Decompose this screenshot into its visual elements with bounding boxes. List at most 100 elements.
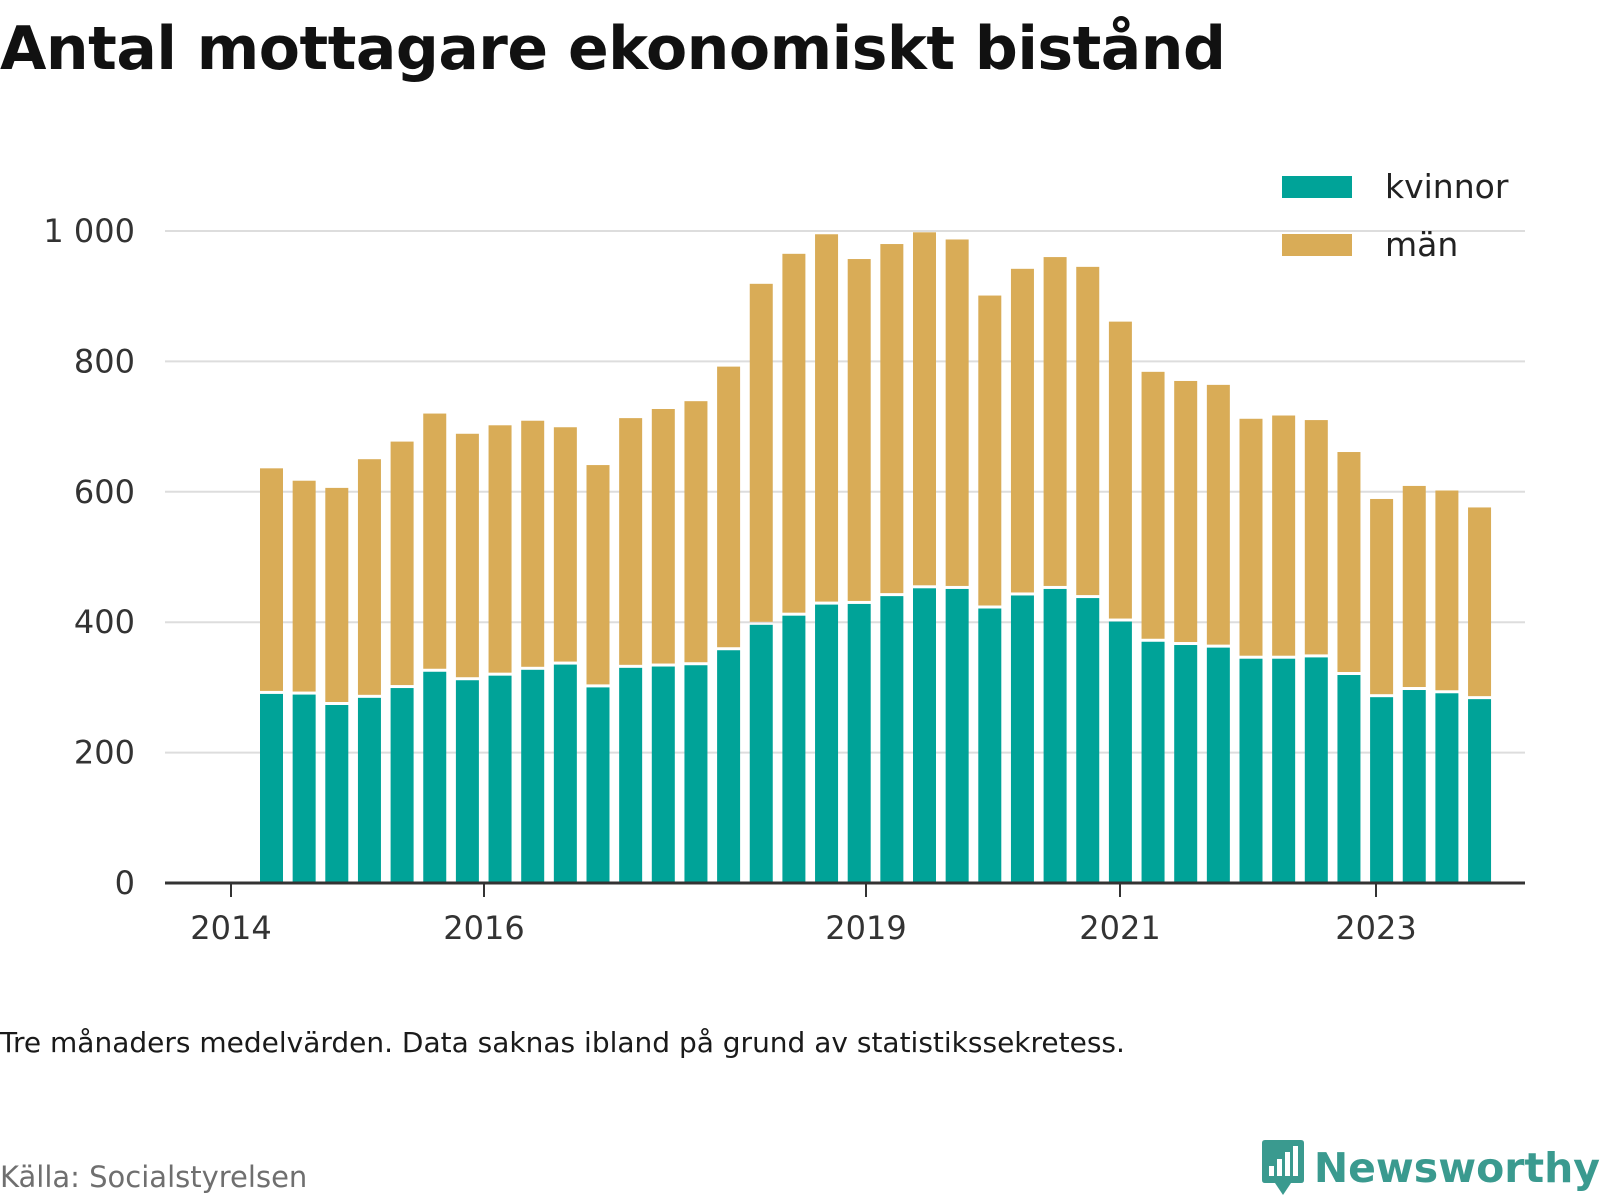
bar-man-29 [1206,384,1230,645]
bar-kvinnor-5 [423,671,447,883]
bar-kvinnor-29 [1206,647,1230,883]
bar-kvinnor-6 [455,680,479,883]
bar-man-34 [1370,498,1394,695]
bar-kvinnor-36 [1435,693,1459,883]
y-tick-label: 200 [74,734,135,772]
bar-man-24 [1043,257,1067,586]
legend-swatch-man [1282,234,1352,256]
bar-kvinnor-2 [325,705,349,883]
bar-man-22 [978,295,1002,606]
x-axis: 2014 2016 2019 2021 2023 [165,881,1525,947]
bar-kvinnor-26 [1108,621,1132,883]
bar-kvinnor-23 [1010,595,1034,883]
bar-man-13 [684,401,708,663]
bar-man-37 [1468,507,1492,697]
bar-kvinnor-3 [357,697,381,883]
bar-kvinnor-35 [1402,690,1426,883]
bar-kvinnor-33 [1337,675,1361,883]
bar-kvinnor-25 [1076,598,1100,883]
bar-man-6 [455,433,479,678]
bar-kvinnor-18 [847,603,871,883]
bar-man-20 [913,232,936,586]
bar-kvinnor-15 [749,624,773,883]
bar-kvinnor-37 [1468,699,1492,883]
y-axis-ticks: 0 200 400 600 800 1 000 [43,212,135,902]
legend: kvinnor män [1282,167,1509,264]
legend-swatch-kvinnor [1282,176,1352,198]
bar-kvinnor-28 [1174,645,1198,883]
bar-man-7 [488,425,512,673]
bar-man-18 [847,259,871,601]
bar-man-8 [521,420,545,667]
bar-kvinnor-31 [1272,658,1296,883]
brand-logo: Newsworthy [1260,1138,1600,1198]
y-tick-label: 1 000 [43,212,135,250]
bar-kvinnor-12 [651,666,675,883]
bar-man-27 [1141,371,1165,639]
bar-man-26 [1108,321,1132,619]
bars [260,232,1492,883]
newsworthy-logo-icon [1261,1140,1304,1195]
bar-kvinnor-13 [684,665,708,883]
bar-kvinnor-11 [619,667,643,883]
bar-man-1 [292,480,316,692]
bar-man-12 [651,408,675,664]
bar-man-17 [815,234,839,602]
bar-man-15 [749,283,773,622]
bar-man-33 [1337,452,1361,673]
bar-kvinnor-9 [553,664,577,883]
y-tick-label: 0 [115,864,135,902]
bar-man-5 [423,413,447,669]
bar-man-36 [1435,490,1459,691]
bar-kvinnor-19 [880,596,904,883]
bar-man-16 [782,253,806,613]
bar-man-4 [390,441,414,686]
bar-kvinnor-4 [390,688,414,883]
x-tick-label: 2023 [1335,909,1416,947]
bar-man-10 [586,465,610,685]
bar-kvinnor-32 [1304,657,1328,883]
bar-kvinnor-34 [1370,697,1394,883]
source-label: Källa: Socialstyrelsen [0,1160,308,1194]
bar-kvinnor-10 [586,687,610,883]
bar-man-28 [1174,380,1198,643]
legend-label-kvinnor: kvinnor [1385,167,1509,206]
bar-man-30 [1239,418,1263,656]
bar-kvinnor-16 [782,615,806,883]
bar-kvinnor-22 [978,608,1002,883]
bar-kvinnor-27 [1141,641,1165,883]
bar-kvinnor-7 [488,675,512,883]
x-tick-label: 2019 [825,909,906,947]
bar-kvinnor-30 [1239,658,1263,883]
x-tick-label: 2021 [1079,909,1160,947]
bar-man-32 [1304,420,1328,655]
bar-kvinnor-17 [815,604,839,883]
bar-kvinnor-8 [521,669,545,883]
bar-man-11 [619,418,643,665]
bar-kvinnor-21 [945,588,969,883]
bar-kvinnor-24 [1043,588,1067,883]
bar-kvinnor-20 [913,588,936,883]
y-tick-label: 600 [74,473,135,511]
bar-man-31 [1272,415,1296,656]
bar-man-14 [717,366,741,648]
chart-title: Antal mottagare ekonomiskt bistånd [0,14,1226,84]
y-tick-label: 400 [74,603,135,641]
bar-man-23 [1010,268,1034,593]
bar-man-35 [1402,485,1426,688]
bar-kvinnor-1 [292,694,316,883]
bar-man-2 [325,487,349,703]
bar-man-9 [553,427,577,662]
bar-kvinnor-14 [717,650,741,883]
bar-man-25 [1076,266,1100,596]
brand-name: Newsworthy [1313,1144,1600,1192]
bar-man-19 [880,244,904,594]
bar-man-21 [945,239,969,586]
x-tick-label: 2016 [443,909,524,947]
y-tick-label: 800 [74,342,135,380]
bar-man-3 [357,459,381,695]
bar-man-0 [260,468,283,691]
x-tick-label: 2014 [190,909,271,947]
legend-label-man: män [1385,225,1458,264]
